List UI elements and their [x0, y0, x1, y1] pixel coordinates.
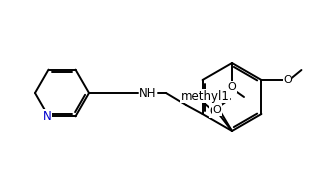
Text: O: O — [209, 105, 219, 117]
Text: O: O — [213, 105, 221, 115]
Text: methyl1: methyl1 — [181, 90, 230, 102]
Text: N: N — [43, 110, 52, 123]
Text: NH: NH — [139, 87, 157, 100]
Text: O: O — [283, 75, 292, 85]
Text: O: O — [228, 82, 236, 92]
